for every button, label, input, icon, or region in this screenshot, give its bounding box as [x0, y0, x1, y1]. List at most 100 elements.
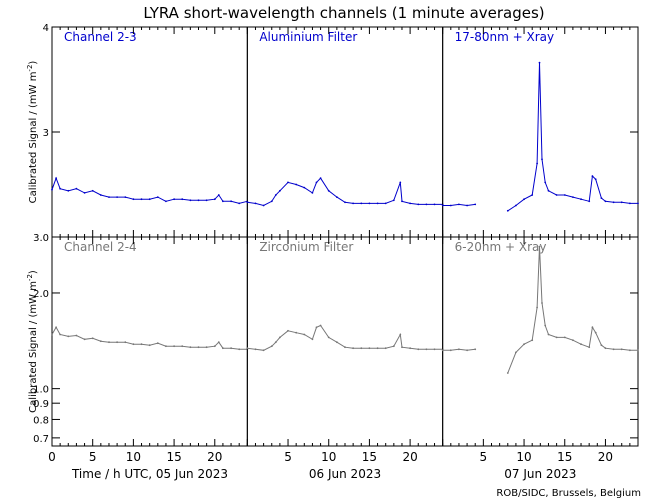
data-point [181, 198, 184, 201]
data-point [287, 329, 289, 332]
data-point [629, 349, 631, 352]
chart-panels: 3 4 Channel 2-3 Aluminium Filter 17-80nm + X… [33, 23, 639, 481]
data-point [238, 202, 241, 205]
y-tick-label-bottom: 1.0 [33, 385, 49, 396]
y-tick-label-bottom: 0.8 [33, 415, 49, 426]
data-point [311, 338, 314, 341]
data-point [417, 348, 420, 351]
data-point [148, 344, 151, 347]
data-point [156, 342, 159, 345]
data-point [270, 200, 273, 203]
data-point [197, 346, 200, 349]
data-point [360, 202, 363, 205]
y-axis-label-text: Calibrated Signal / (mW m-2) [26, 270, 39, 413]
data-point [392, 199, 395, 202]
data-point [515, 351, 517, 354]
data-point [217, 341, 220, 344]
data-point [376, 347, 379, 350]
data-point [409, 202, 411, 205]
data-point [116, 341, 118, 344]
data-point [536, 306, 538, 309]
data-point [458, 348, 460, 351]
data-point [591, 326, 594, 329]
data-point [588, 346, 591, 349]
data-point [75, 334, 78, 337]
data-point [295, 183, 298, 186]
data-point [392, 345, 395, 348]
data-point [417, 203, 420, 206]
data-point [189, 346, 192, 349]
data-point [541, 302, 543, 304]
panel-frame [51, 236, 248, 447]
data-point [83, 338, 86, 341]
panel-bottom-day-2: Zirconium Filter 5 10 15 20 06 Jun 2023 [246, 236, 444, 481]
data-point [600, 344, 603, 347]
data-point [230, 200, 233, 203]
data-point [230, 347, 233, 350]
panel-label: Channel 2-4 [64, 240, 137, 254]
data-point [425, 203, 428, 206]
data-point [51, 333, 53, 336]
data-point [620, 348, 623, 351]
data-point [181, 345, 184, 348]
panel-label: 6-20nm + Xray [455, 240, 547, 254]
data-point [315, 326, 318, 329]
x-tick-label: 15 [166, 450, 181, 464]
data-point [506, 209, 509, 212]
y-axis-label-text: Calibrated Signal / (mW m-2) [26, 61, 39, 204]
data-point [401, 346, 403, 349]
y-tick-label-bottom: 0.9 [33, 399, 49, 410]
data-point [165, 345, 167, 348]
data-point [59, 187, 61, 190]
y-tick-label-bottom: 3.0 [33, 233, 49, 244]
data-point [156, 196, 159, 199]
data-point [612, 348, 615, 351]
data-point [140, 198, 143, 201]
data-point [523, 343, 525, 346]
data-point [612, 201, 615, 204]
series-line [247, 324, 443, 351]
data-point [620, 201, 623, 204]
data-point [588, 200, 591, 203]
data-point [270, 345, 273, 348]
data-point [67, 335, 70, 338]
x-tick-label: 5 [89, 450, 97, 464]
data-point [604, 200, 607, 203]
data-point [165, 200, 167, 203]
series-line [442, 246, 638, 374]
data-point [515, 204, 517, 207]
data-point [458, 203, 460, 206]
data-point [541, 158, 543, 161]
y-tick-label-bottom: 0.7 [33, 434, 49, 445]
data-point [55, 326, 57, 329]
data-point [368, 202, 371, 205]
data-point [544, 181, 547, 184]
data-point [531, 194, 534, 196]
data-point [555, 336, 558, 339]
data-point [336, 341, 338, 344]
chart-title: LYRA short-wavelength channels (1 minute… [143, 4, 544, 22]
data-point [433, 348, 436, 351]
data-point [555, 194, 558, 196]
data-point [344, 201, 346, 204]
data-point [433, 203, 436, 206]
data-point [594, 178, 597, 181]
data-point [637, 202, 639, 205]
data-point [538, 61, 541, 64]
data-point [344, 346, 346, 349]
data-point [205, 199, 208, 202]
data-point [262, 204, 265, 207]
data-point [474, 348, 477, 351]
data-point [91, 189, 94, 192]
panel-frame [246, 26, 444, 238]
data-point [523, 198, 525, 201]
data-point [376, 202, 379, 205]
data-point [506, 372, 509, 374]
data-point [303, 186, 306, 189]
data-point [173, 198, 176, 201]
data-point [197, 199, 200, 202]
panel-top-day-3: 17-80nm + Xray [441, 26, 639, 238]
data-point [173, 345, 176, 348]
x-date-label: 06 Jun 2023 [309, 467, 381, 481]
